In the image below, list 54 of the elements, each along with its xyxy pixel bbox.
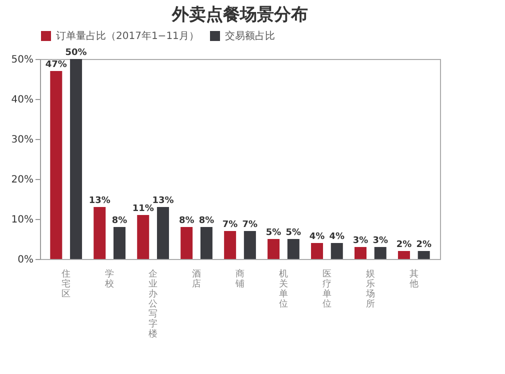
data-label: 11% xyxy=(132,204,154,214)
bar xyxy=(244,231,256,259)
x-tick-label: 商铺 xyxy=(234,268,244,290)
x-tick-label: 住宅区 xyxy=(62,268,71,300)
legend-label: 订单量占比（2017年1−11月） xyxy=(56,30,199,42)
data-label: 13% xyxy=(88,196,110,206)
bar xyxy=(50,71,62,259)
bar xyxy=(398,251,410,259)
x-tick-label: 娱乐场所 xyxy=(364,268,375,310)
data-label: 47% xyxy=(45,60,67,70)
bar xyxy=(330,243,343,259)
y-tick-label: 10% xyxy=(11,214,34,226)
data-label: 50% xyxy=(65,48,87,58)
bar xyxy=(200,227,212,259)
x-tick-label: 机关单位 xyxy=(278,268,288,310)
data-label: 3% xyxy=(352,236,368,246)
data-label: 13% xyxy=(152,196,174,206)
bar xyxy=(180,227,193,259)
data-label: 8% xyxy=(112,216,128,226)
bar xyxy=(137,215,150,259)
x-tick-label: 企业办公写字楼 xyxy=(148,268,158,340)
x-tick-label: 学校 xyxy=(104,268,114,290)
data-label: 2% xyxy=(396,240,412,250)
bar xyxy=(114,227,126,259)
data-label: 4% xyxy=(309,232,325,242)
y-tick-label: 30% xyxy=(11,134,34,146)
data-label: 5% xyxy=(286,228,302,238)
bar xyxy=(354,247,366,259)
y-tick-label: 50% xyxy=(11,54,34,66)
bar xyxy=(418,251,430,259)
data-label: 4% xyxy=(329,232,345,242)
data-label: 5% xyxy=(266,228,282,238)
data-label: 8% xyxy=(178,216,194,226)
x-tick-label: 酒店 xyxy=(192,268,202,290)
bar xyxy=(70,59,82,259)
y-tick-label: 0% xyxy=(18,254,34,266)
data-label: 7% xyxy=(242,220,258,230)
bar xyxy=(287,239,300,259)
bar xyxy=(224,231,236,259)
legend-label: 交易额占比 xyxy=(225,30,275,42)
x-tick-label: 医疗单位 xyxy=(322,268,332,310)
bar xyxy=(94,207,106,259)
x-tick-label: 其他 xyxy=(409,268,418,290)
data-label: 7% xyxy=(222,220,238,230)
bar xyxy=(374,247,386,259)
y-tick-label: 40% xyxy=(11,94,34,106)
data-label: 8% xyxy=(198,216,214,226)
y-tick-label: 20% xyxy=(11,174,34,186)
bar xyxy=(156,207,169,259)
data-label: 2% xyxy=(416,240,432,250)
chart-title: 外卖点餐场景分布 xyxy=(171,5,308,25)
bar xyxy=(311,243,324,259)
bar xyxy=(268,239,280,259)
data-label: 3% xyxy=(372,236,388,246)
